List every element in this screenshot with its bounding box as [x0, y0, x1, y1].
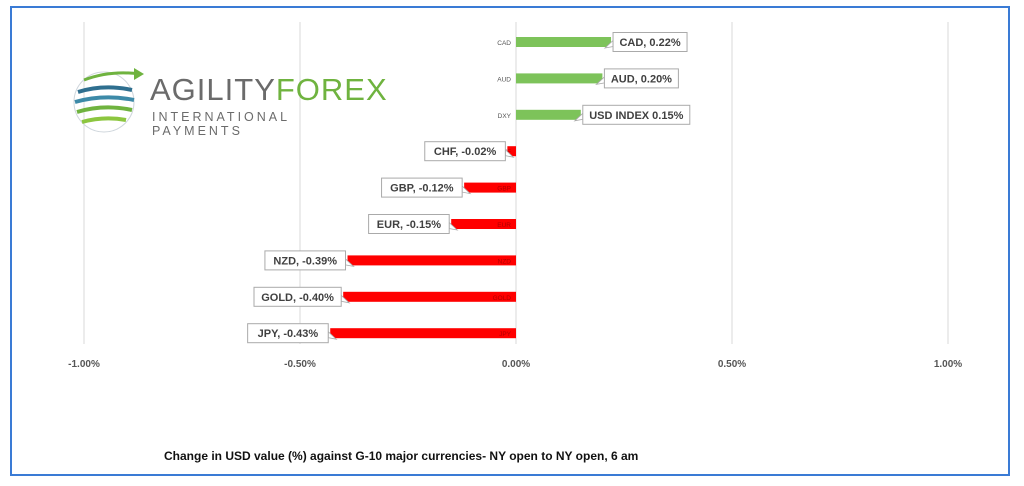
bar: [330, 328, 516, 339]
bar: [516, 109, 581, 120]
agility-forex-logo: AGILITYFOREX INTERNATIONAL PAYMENTS: [70, 62, 387, 142]
bar: [507, 146, 516, 157]
logo-word-agility: AGILITY: [150, 72, 276, 107]
data-label-box: [582, 104, 691, 125]
bar-chart: -1.00% -0.50% 0.00% 0.50% 1.00% CAD CAD, 0.22%…: [68, 22, 962, 370]
data-label: CAD, 0.22%: [619, 37, 680, 49]
category-label: GOLD: [493, 295, 512, 302]
data-label-box: [424, 141, 506, 162]
data-label: JPY, -0.43%: [258, 328, 319, 340]
bar: [347, 255, 516, 266]
bar: [451, 219, 516, 229]
chart-caption: Change in USD value (%) against G-10 maj…: [164, 449, 639, 463]
data-label-box: [603, 68, 679, 89]
bar: [516, 73, 603, 84]
bar: [516, 37, 612, 47]
data-label-box: [381, 177, 463, 198]
data-label-box: [247, 323, 329, 344]
logo-subtitle: INTERNATIONAL PAYMENTS: [152, 110, 290, 138]
data-label-box: [253, 286, 342, 307]
logo-word-forex: FOREX: [275, 72, 388, 107]
globe-swoosh-icon: [73, 68, 144, 133]
category-label: NZD: [498, 258, 512, 265]
category-label: DXY: [498, 113, 512, 120]
x-tick-label: -0.50%: [284, 359, 316, 370]
data-label: USD INDEX 0.15%: [589, 110, 683, 122]
bar: [343, 291, 516, 302]
data-label-box: [612, 32, 688, 52]
data-label-box: [264, 250, 347, 271]
category-label: GBP: [497, 186, 511, 193]
category-label: CAD: [497, 40, 511, 47]
data-label: GBP, -0.12%: [390, 183, 454, 195]
chart-frame: -1.00% -0.50% 0.00% 0.50% 1.00% CAD CAD, 0.22%…: [10, 6, 1010, 476]
bar: [464, 182, 516, 193]
data-label: NZD, -0.39%: [273, 255, 337, 267]
data-label-box: [368, 214, 450, 234]
x-tick-label: -1.00%: [68, 359, 100, 370]
x-tick-label: 0.00%: [502, 359, 530, 370]
data-label: GOLD, -0.40%: [261, 292, 334, 304]
category-label: AUD: [497, 76, 511, 83]
data-label: AUD, 0.20%: [611, 73, 672, 85]
category-label: EUR: [497, 222, 511, 229]
data-label: EUR, -0.15%: [377, 219, 441, 231]
x-tick-label: 1.00%: [934, 359, 962, 370]
data-label: CHF, -0.02%: [434, 146, 497, 158]
category-label: JPY: [499, 331, 512, 338]
x-tick-label: 0.50%: [718, 359, 746, 370]
logo-wordmark: AGILITYFOREX: [150, 72, 388, 108]
